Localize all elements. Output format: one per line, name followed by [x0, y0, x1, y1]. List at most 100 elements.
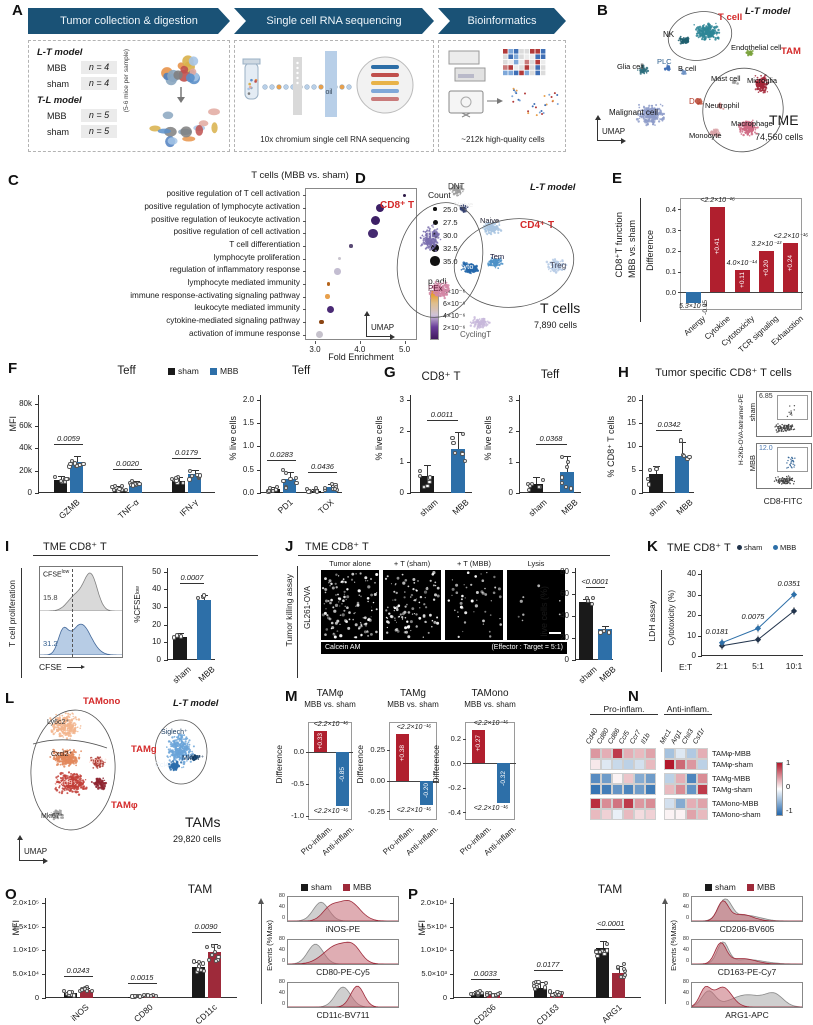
dot	[326, 282, 331, 286]
panel-label-l: L	[5, 690, 15, 707]
gfx	[19, 840, 20, 860]
cluster-label: Naive	[480, 216, 500, 225]
gfx	[191, 469, 199, 471]
legend-mbb: MBB	[747, 882, 775, 892]
gate-divider	[72, 569, 73, 657]
gfx	[535, 444, 567, 446]
data-point	[191, 959, 197, 964]
gate-percentage: 15.8	[43, 593, 58, 602]
marker-label: Cxcl2⁺	[51, 751, 73, 758]
x-tick-label: 3.0	[309, 345, 321, 354]
heatmap-cell	[623, 773, 634, 784]
y-axis-label: Difference	[431, 745, 441, 784]
data-point	[173, 476, 178, 481]
cluster-label: DNT	[448, 182, 465, 191]
image-caption: Lysis	[527, 559, 545, 568]
dot-plot: 3.0 4.0 5.0	[303, 188, 417, 354]
gfx	[303, 271, 306, 273]
p-value: 0.0007	[180, 572, 204, 582]
graphic	[149, 55, 220, 148]
bar-value-label: -0.85	[338, 767, 346, 782]
padj-legend-label: 4×10⁻⁶	[443, 313, 466, 320]
group-label: MBB	[47, 63, 67, 73]
legend-mbb-label: MBB	[220, 366, 239, 376]
gfx	[665, 904, 666, 1004]
gfx	[470, 979, 500, 981]
panel-i: I TME CD8⁺ T T cell proliferation CFSElo…	[5, 538, 280, 690]
gfx	[639, 469, 643, 471]
gfx	[303, 296, 306, 298]
bar	[207, 951, 221, 998]
panel-label-b: B	[597, 2, 608, 19]
diff-bar	[734, 269, 750, 293]
heatmap-cell	[601, 784, 612, 795]
panel-d: D L-T model CD8⁺ T CD4⁺ T T cells 7,890 …	[352, 168, 610, 364]
y-tick-label: 0	[399, 488, 404, 497]
gfx	[76, 456, 78, 462]
hist-tick-label: 80	[682, 979, 689, 985]
data-point	[540, 477, 545, 483]
data-point	[559, 455, 565, 460]
data-point	[130, 483, 135, 488]
p-value: 0.0059	[57, 434, 80, 444]
gfx	[132, 480, 140, 482]
heatmap-cell	[664, 784, 675, 795]
data-point	[468, 991, 474, 996]
dot	[375, 204, 384, 212]
diff-bar	[395, 734, 409, 781]
pro-inflam-header: Pro-inflam.	[590, 704, 658, 715]
gfx	[261, 904, 262, 1004]
data-point	[112, 483, 118, 489]
data-point	[195, 967, 201, 972]
heatmap-colorbar	[776, 762, 783, 816]
p-value: <2.2×10⁻¹⁶	[313, 808, 349, 816]
panel-label-c: C	[8, 172, 19, 189]
y-tick-label: 0	[156, 655, 161, 664]
y-tick-label: -0.2	[448, 783, 461, 793]
legend-mbb: MBB	[343, 882, 371, 892]
bar-value-label: +0.27	[475, 734, 482, 752]
cluster-label: Malignant cell	[609, 108, 658, 117]
data-point	[205, 944, 210, 949]
p-value: 0.0011	[430, 410, 454, 420]
hist-tick-label: 0	[685, 1001, 689, 1007]
y-tick-label: 15	[627, 418, 636, 427]
bar	[173, 637, 187, 660]
data-point	[74, 464, 80, 469]
heatmap-cell	[590, 784, 601, 795]
heatmap-cell	[686, 798, 697, 809]
arrow-up-icon	[258, 898, 264, 904]
gfx	[35, 448, 39, 450]
diff-plot: 0.4 0.3 0.2 0.1 0.0 -0.05 5.3×10⁻⁴ Anergy +0.41 <…	[666, 197, 809, 354]
et-ratio-label: E:T	[679, 662, 693, 672]
panel-j: J TME CD8⁺ T Tumor killing assay GL261-O…	[283, 538, 617, 690]
p-value: 0.0351	[777, 578, 801, 588]
marker-label: Mki67⁺	[41, 813, 64, 820]
tam-group-label: TAMφ	[111, 800, 138, 811]
gfx	[35, 470, 39, 472]
y-tick-label: 10	[627, 441, 636, 451]
calcein-label: Calcein AM	[325, 644, 361, 651]
gfx	[303, 322, 306, 323]
mbb-swatch	[210, 367, 217, 375]
p-value: 0.0368	[539, 434, 563, 444]
gfx	[457, 432, 459, 450]
data-point	[201, 593, 207, 598]
gfx	[289, 472, 291, 479]
gate-percentage: 6.85	[759, 393, 773, 400]
bar	[675, 455, 689, 493]
data-point	[64, 476, 69, 481]
count-legend-dot	[431, 244, 439, 252]
data-point	[462, 459, 467, 464]
heatmap-cell	[675, 784, 686, 795]
hist-tick-label: 0	[685, 915, 689, 921]
bar	[528, 483, 543, 493]
data-point	[211, 943, 216, 949]
bar-value-label: +0.33	[316, 732, 324, 750]
data-point	[623, 973, 628, 978]
heatmap-cell	[686, 748, 697, 759]
x-category-label: CD80	[131, 1002, 155, 1024]
go-term-label: positive regulation of cell activation	[173, 227, 300, 237]
gfx	[681, 292, 803, 294]
